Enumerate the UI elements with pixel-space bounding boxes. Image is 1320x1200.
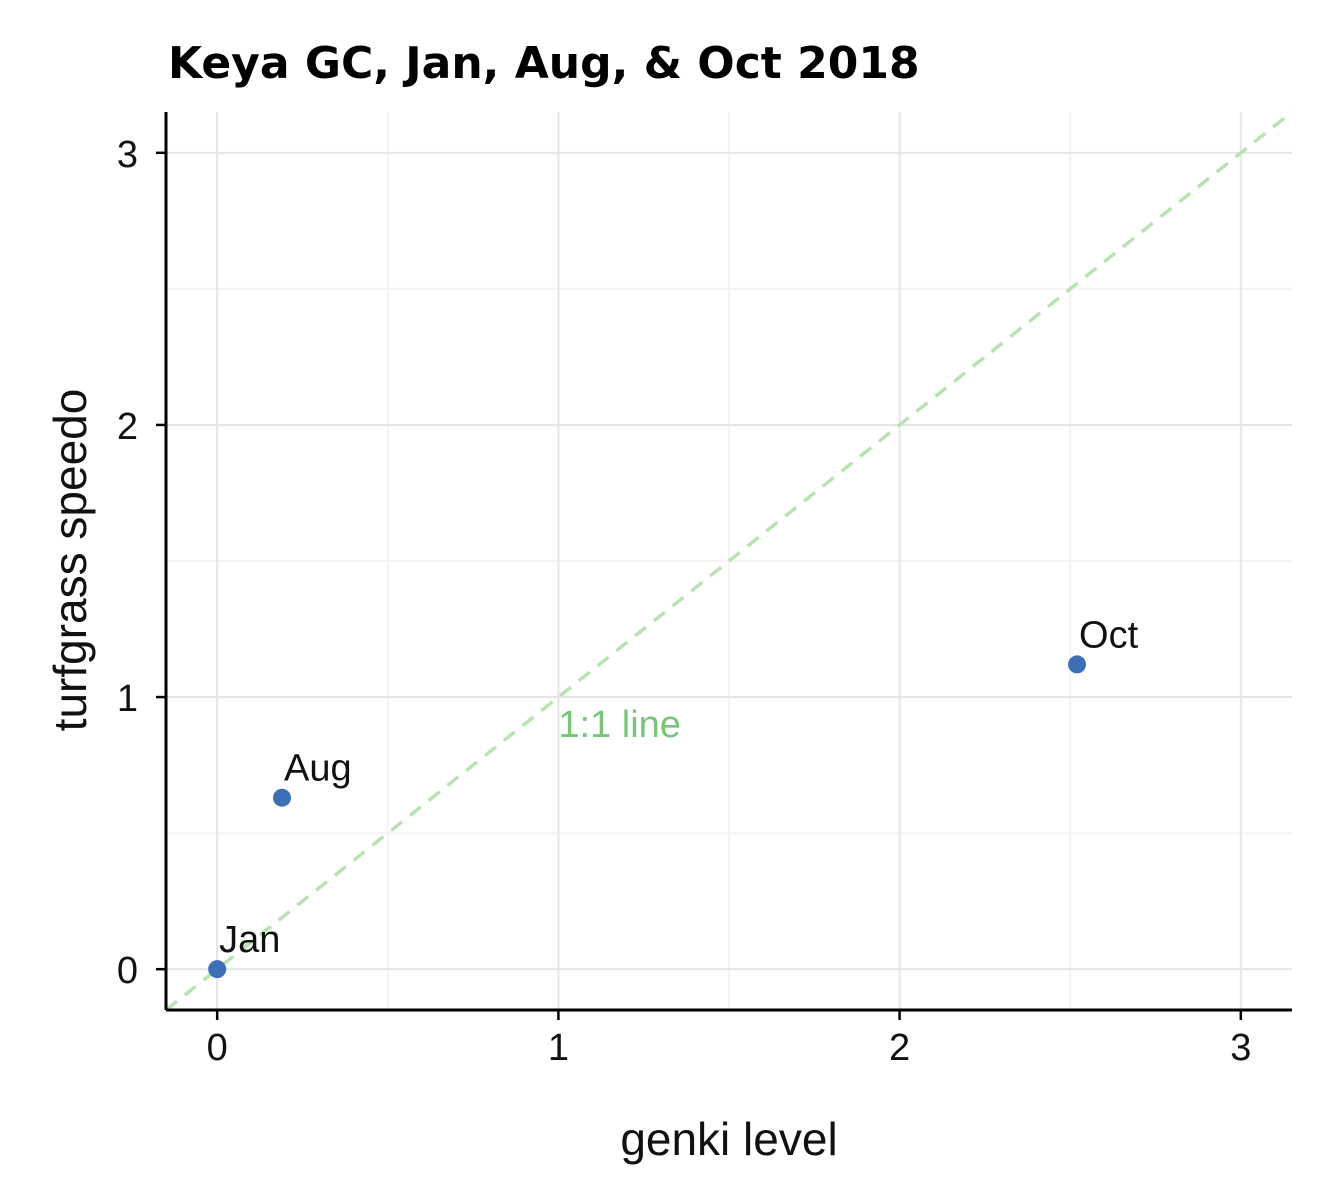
data-point	[1068, 655, 1087, 674]
reference-line-group: 1:1 line	[164, 110, 1294, 1012]
data-point-label: Jan	[219, 919, 280, 961]
data-point	[208, 960, 227, 979]
chart-title: Keya GC, Jan, Aug, & Oct 2018	[168, 38, 920, 89]
y-tick-label: 3	[117, 134, 138, 176]
y-axis-title: turfgrass speedo	[44, 389, 96, 732]
data-point	[273, 788, 292, 807]
reference-line	[164, 110, 1294, 1012]
data-point-label: Aug	[284, 748, 352, 790]
x-tick-label: 1	[548, 1027, 569, 1069]
ticks: 0 1 2 3 0 1 2 3	[117, 134, 1252, 1069]
reference-line-label: 1:1 line	[558, 704, 681, 746]
x-tick-label: 2	[889, 1027, 910, 1069]
x-tick-label: 3	[1230, 1027, 1251, 1069]
x-axis-title: genki level	[620, 1113, 837, 1165]
data-points: Jan Aug Oct	[208, 614, 1139, 979]
data-point-label: Oct	[1079, 614, 1139, 656]
y-tick-label: 1	[117, 678, 138, 720]
x-tick-label: 0	[207, 1027, 228, 1069]
y-tick-label: 0	[117, 950, 138, 992]
y-tick-label: 2	[117, 406, 138, 448]
axes	[164, 112, 1292, 1012]
